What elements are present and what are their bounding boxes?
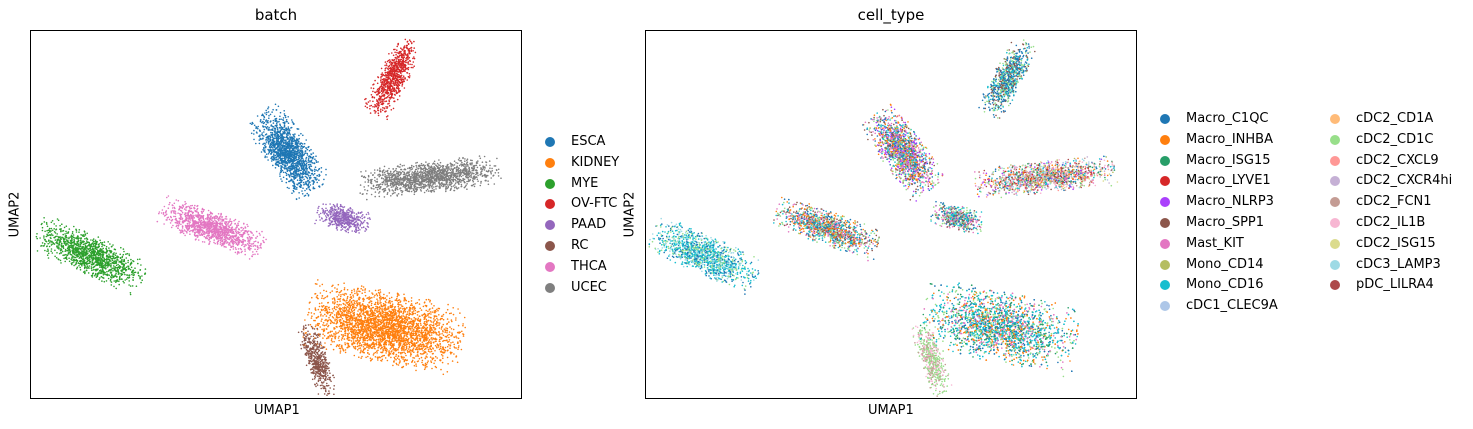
legend-marker — [545, 137, 555, 147]
cluster-rc — [911, 322, 953, 397]
legend-marker — [1330, 238, 1340, 249]
legend-label: THCA — [571, 257, 607, 277]
cluster-esca — [862, 103, 944, 202]
legend-marker — [1160, 280, 1170, 291]
legend-marker — [1160, 134, 1170, 145]
cluster-ovftc — [364, 38, 417, 121]
legend-marker — [1160, 176, 1170, 187]
scatter-cell-type — [648, 39, 1119, 397]
legend-label: ESCA — [571, 132, 605, 152]
legend-label: Mono_CD16 — [1186, 275, 1264, 295]
cluster-esca — [249, 103, 327, 201]
legend-marker — [1160, 218, 1170, 228]
cluster-paad — [314, 203, 371, 234]
legend-label: MYE — [571, 174, 598, 194]
legend-label: cDC2_CD1A — [1356, 109, 1433, 129]
y-axis-label-cell-type: UMAP2 — [622, 192, 637, 238]
legend-label: cDC3_LAMP3 — [1356, 255, 1441, 275]
legend-label: Macro_SPP1 — [1186, 213, 1264, 233]
cluster-mye — [35, 217, 147, 296]
legend-marker — [1160, 259, 1170, 270]
legend-label: Macro_LYVE1 — [1186, 171, 1271, 191]
legend-label: cDC2_CXCR4hi — [1356, 171, 1452, 191]
legend-marker — [545, 220, 555, 231]
legend-marker — [1160, 155, 1170, 166]
cluster-rc — [297, 324, 336, 397]
panel-title-batch: batch — [30, 6, 522, 24]
legend-marker — [1160, 238, 1170, 249]
legend-marker — [1330, 259, 1340, 270]
x-axis-label-cell-type: UMAP1 — [868, 403, 914, 418]
legend-label: Mono_CD14 — [1186, 255, 1264, 275]
legend-marker — [1330, 218, 1340, 228]
legend-marker — [1330, 176, 1340, 187]
legend-label: Macro_ISG15 — [1186, 151, 1271, 171]
legend-label: cDC2_ISG15 — [1356, 234, 1436, 254]
legend-marker — [1160, 301, 1170, 312]
cluster-paad — [930, 200, 983, 235]
legend-label: cDC2_IL1B — [1356, 213, 1425, 233]
legend-marker — [1160, 197, 1170, 208]
cluster-kidney — [302, 279, 467, 376]
cluster-thca — [773, 196, 880, 262]
cluster-thca — [156, 195, 267, 260]
y-axis-label-batch: UMAP2 — [7, 192, 22, 238]
legend-label: OV-FTC — [571, 194, 617, 214]
legend-marker — [1160, 114, 1170, 124]
x-axis-label-batch: UMAP1 — [254, 403, 300, 418]
legend-label: pDC_LILRA4 — [1356, 275, 1434, 295]
legend-marker — [1330, 134, 1340, 145]
legend-marker — [545, 199, 555, 210]
legend-label: UCEC — [571, 278, 607, 298]
legend-marker — [1330, 114, 1340, 124]
legend-marker — [1330, 197, 1340, 208]
legend-label: RC — [571, 236, 588, 256]
cluster-ovftc — [978, 39, 1036, 119]
legend-marker — [545, 282, 555, 293]
legend-label: PAAD — [571, 215, 606, 235]
legend-label: Macro_C1QC — [1186, 109, 1269, 129]
legend-marker — [545, 157, 555, 168]
legend-label: cDC1_CLEC9A — [1186, 296, 1278, 316]
legend-cell-type: Macro_C1QC Macro_INHBA Macro_ISG15 Macro_LY… — [1160, 109, 1460, 319]
legend-batch: ESCA KIDNEY MYE OV-FTC PAAD RC THCA UCEC — [545, 132, 635, 302]
cluster-mye — [648, 217, 760, 295]
legend-marker — [545, 178, 555, 189]
legend-marker — [545, 241, 555, 251]
legend-marker — [545, 261, 555, 272]
legend-marker — [1330, 280, 1340, 291]
legend-label: cDC2_CD1C — [1356, 130, 1433, 150]
legend-label: cDC2_FCN1 — [1356, 192, 1432, 212]
legend-label: Mast_KIT — [1186, 234, 1244, 254]
legend-marker — [1330, 155, 1340, 166]
legend-label: cDC2_CXCL9 — [1356, 151, 1439, 171]
cluster-kidney — [919, 282, 1079, 378]
cluster-ucec — [974, 155, 1119, 199]
cluster-ucec — [359, 155, 502, 201]
scatter-batch — [35, 38, 502, 397]
legend-label: Macro_INHBA — [1186, 130, 1273, 150]
legend-label: Macro_NLRP3 — [1186, 192, 1274, 212]
panel-title-cell-type: cell_type — [645, 6, 1137, 24]
legend-label: KIDNEY — [571, 153, 619, 173]
